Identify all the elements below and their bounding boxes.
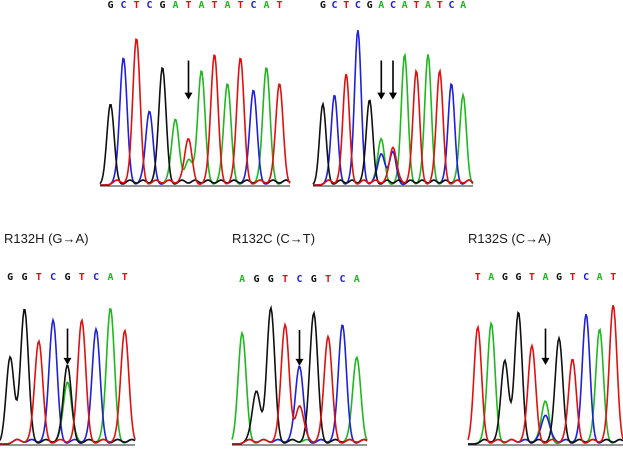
base-letter: A (353, 274, 360, 285)
base-letter: A (107, 272, 114, 283)
base-letter: A (239, 274, 246, 285)
base-letter: T (78, 272, 85, 283)
mutation-arrow-icon (389, 60, 397, 100)
base-letter: C (389, 0, 396, 11)
base-letter: G (107, 0, 114, 11)
trace-T (232, 321, 368, 445)
mutation-arrow-icon (541, 328, 550, 365)
trace-A (468, 320, 623, 445)
base-letter: G (319, 0, 326, 11)
base-letter: T (413, 0, 420, 11)
chromatogram-trace (467, 304, 623, 446)
base-letter: A (263, 0, 270, 11)
base-letter: G (253, 274, 260, 285)
base-letter: C (583, 272, 590, 283)
base-letter: T (474, 272, 481, 283)
mutation-arrow-icon (295, 330, 304, 366)
base-letter: T (528, 272, 535, 283)
base-letter: G (556, 272, 563, 283)
chromatogram-trace (99, 38, 291, 187)
base-letter: C (331, 0, 338, 11)
chromatogram-trace (231, 304, 368, 446)
trace-T (0, 317, 136, 445)
base-letter: A (488, 272, 495, 283)
chromatogram-trace (0, 307, 136, 446)
mutation-title-r132c: R132C (C→T) (232, 231, 316, 246)
trace-T (313, 68, 474, 186)
base-letter: A (378, 0, 385, 11)
base-letter: T (133, 0, 140, 11)
base-letter: T (436, 0, 443, 11)
base-letter: T (237, 0, 244, 11)
mutation-title-r132s: R132S (C→A) (468, 231, 552, 246)
base-letter: C (339, 274, 346, 285)
base-letter: T (35, 272, 42, 283)
base-letter: T (282, 274, 289, 285)
base-letter: C (250, 0, 257, 11)
base-letter: T (276, 0, 283, 11)
mutation-arrow-icon (63, 328, 72, 365)
base-letter: G (159, 0, 166, 11)
mutation-title-r132h: R132H (G→A) (4, 231, 89, 246)
base-letter: G (366, 0, 373, 11)
base-letter: G (7, 272, 14, 283)
base-letter: A (542, 272, 549, 283)
base-letter: C (296, 274, 303, 285)
base-letter: T (211, 0, 218, 11)
base-letter: C (448, 0, 455, 11)
trace-T (100, 38, 291, 186)
base-letter: C (50, 272, 57, 283)
trace-C (313, 30, 474, 186)
base-letter: C (93, 272, 100, 283)
base-letter: G (21, 272, 28, 283)
mutation-arrow-icon (377, 60, 386, 100)
base-letter: C (120, 0, 127, 11)
chromatogram-trace (312, 30, 474, 187)
base-letter: G (267, 274, 274, 285)
base-letter: G (501, 272, 508, 283)
base-letter: A (224, 0, 231, 11)
base-letter: T (185, 0, 192, 11)
base-letter: A (460, 0, 467, 11)
base-letter: T (343, 0, 350, 11)
base-letter: T (569, 272, 576, 283)
base-letter: C (146, 0, 153, 11)
base-letter: G (310, 274, 317, 285)
base-letter: T (325, 274, 332, 285)
base-letter: G (515, 272, 522, 283)
base-letter: A (172, 0, 179, 11)
base-letter: A (425, 0, 432, 11)
base-letter: T (121, 272, 128, 283)
trace-T (467, 304, 623, 444)
base-letter: T (610, 272, 617, 283)
base-letter: A (401, 0, 408, 11)
trace-G (312, 99, 474, 185)
mutation-arrow-icon (184, 60, 193, 100)
base-letter: C (354, 0, 361, 11)
base-letter: A (198, 0, 205, 11)
base-letter: A (596, 272, 603, 283)
base-letter: G (64, 272, 71, 283)
